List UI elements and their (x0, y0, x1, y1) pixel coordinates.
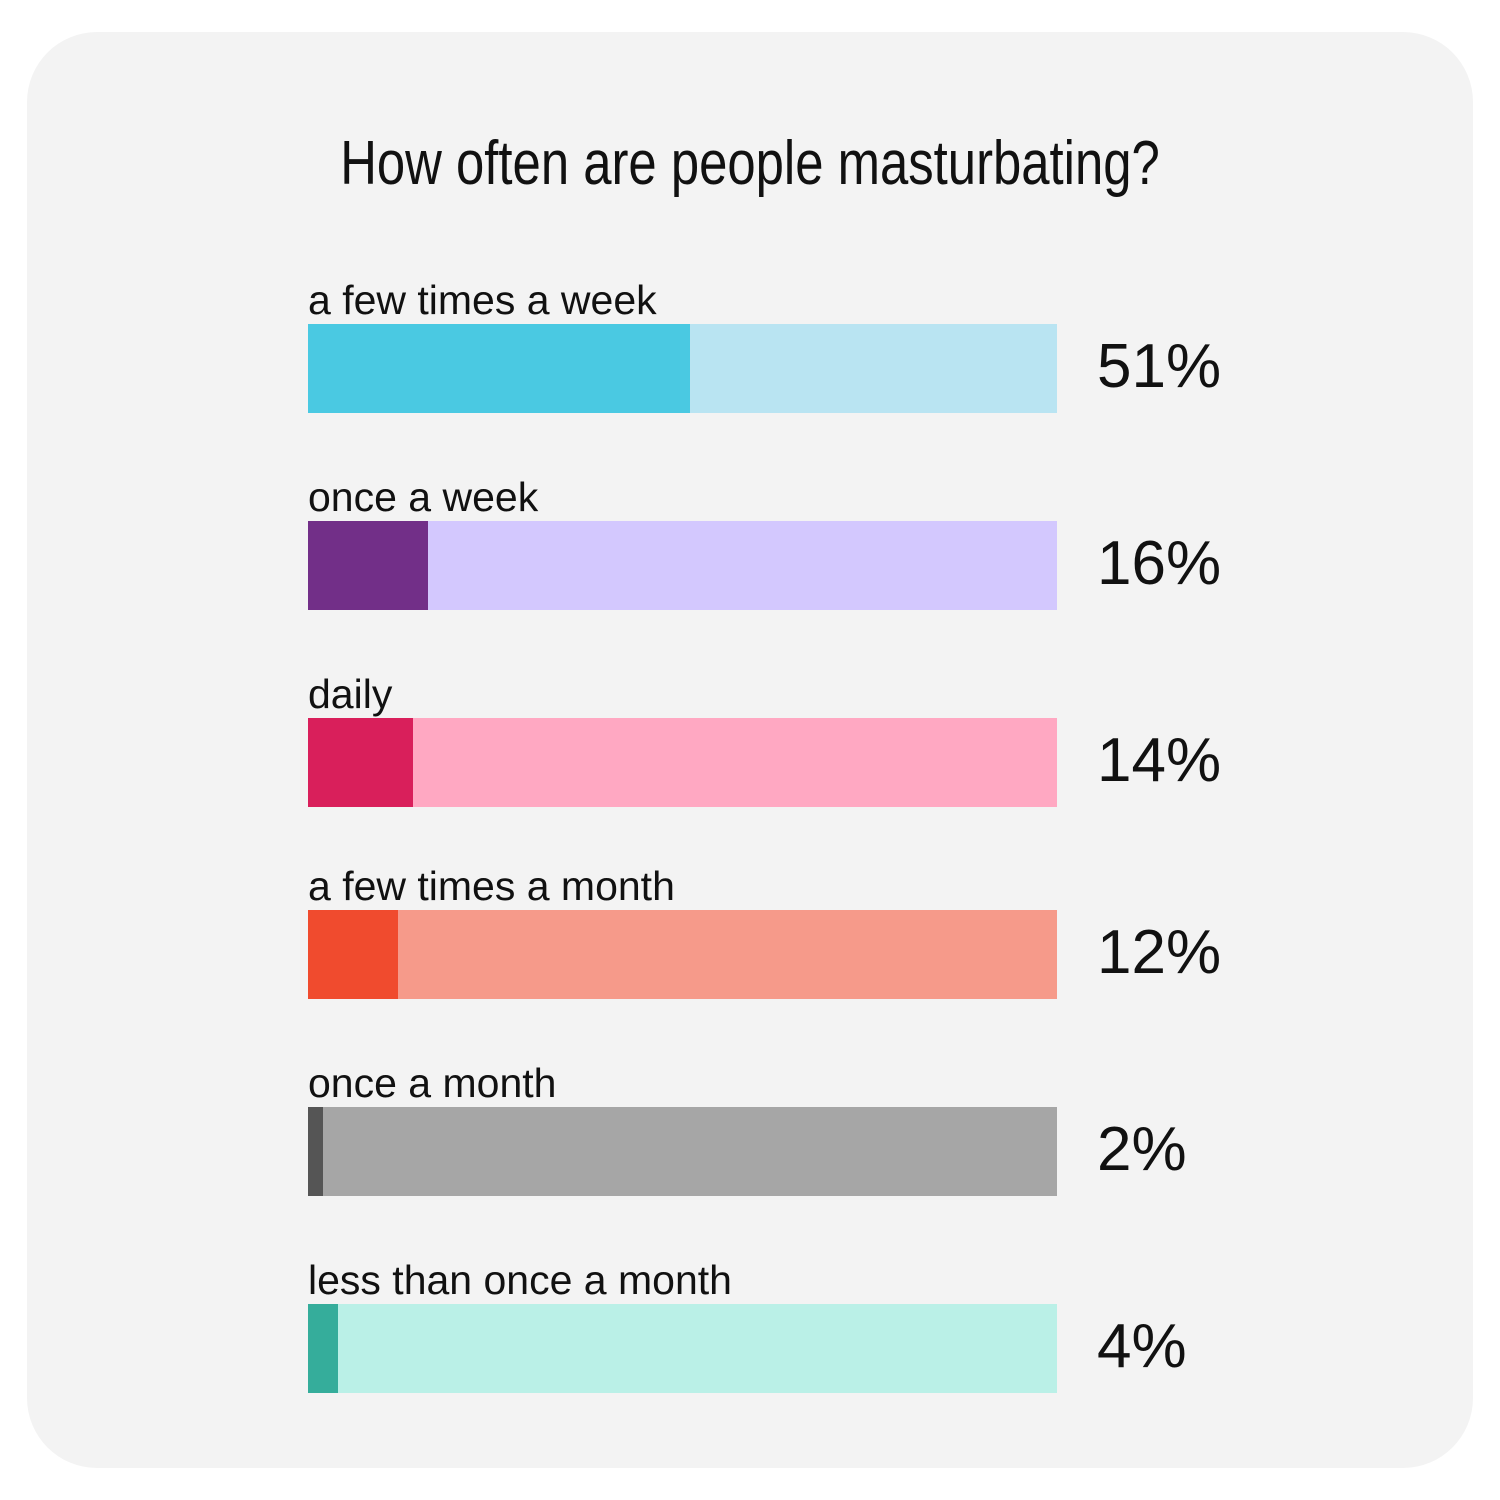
category-label: once a week (308, 474, 539, 520)
value-label: 14% (1097, 725, 1222, 795)
bar-fill (308, 521, 428, 610)
category-label: a few times a week (308, 277, 657, 323)
bar-fill (308, 910, 398, 999)
category-label: once a month (308, 1060, 557, 1106)
bar-fill (308, 1107, 323, 1196)
category-label: a few times a month (308, 863, 675, 909)
bar-track (308, 324, 1057, 413)
bar-fill (308, 718, 413, 807)
category-label: less than once a month (308, 1257, 732, 1303)
category-label: daily (308, 671, 393, 717)
value-label: 2% (1097, 1114, 1187, 1184)
bar-track (308, 521, 1057, 610)
bar-track (308, 910, 1057, 999)
bar-fill (308, 324, 690, 413)
bar-track (308, 718, 1057, 807)
bar-fill (308, 1304, 338, 1393)
value-label: 4% (1097, 1311, 1187, 1381)
value-label: 12% (1097, 917, 1222, 987)
bar-track (308, 1304, 1057, 1393)
value-label: 16% (1097, 528, 1222, 598)
value-label: 51% (1097, 331, 1222, 401)
chart-title: How often are people masturbating? (340, 129, 1160, 198)
bar-track (308, 1107, 1057, 1196)
